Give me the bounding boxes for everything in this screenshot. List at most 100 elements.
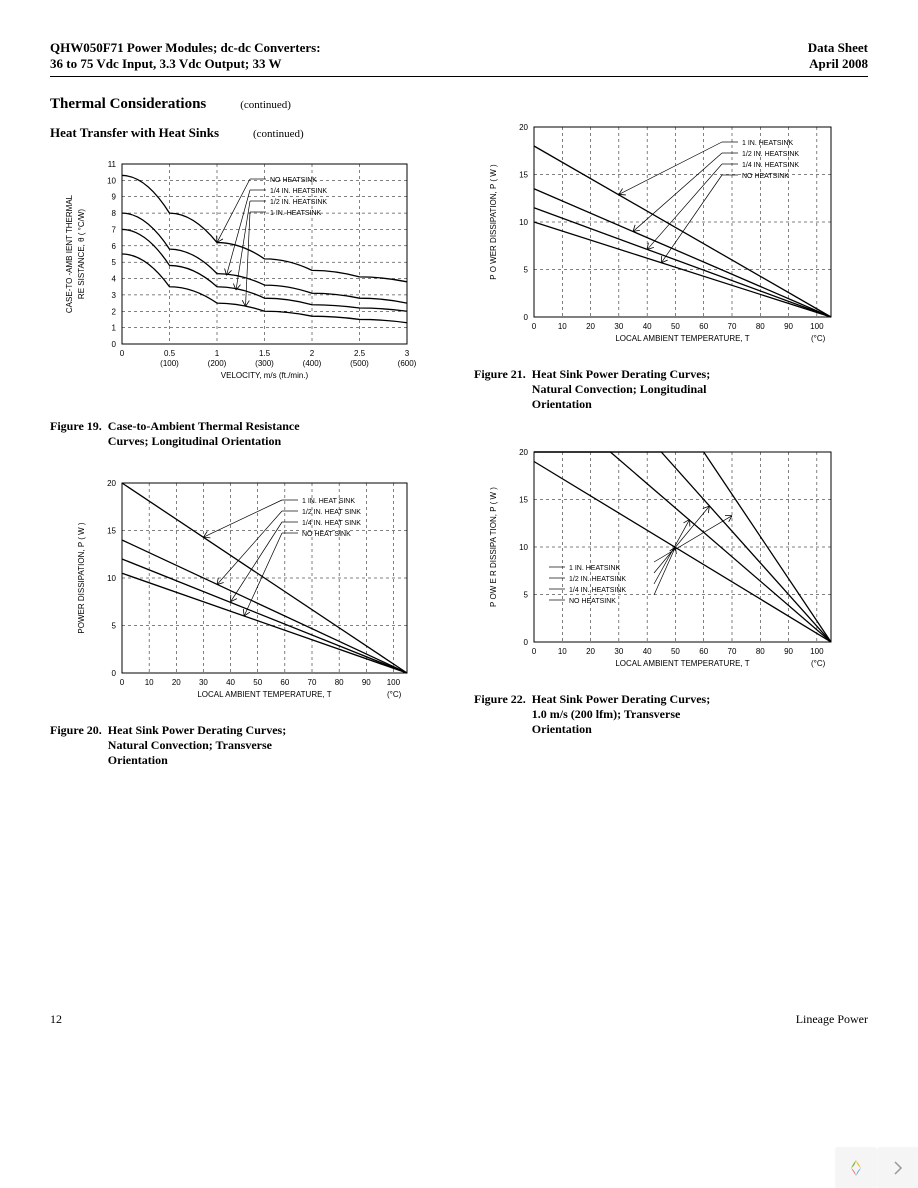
svg-text:70: 70	[728, 647, 737, 656]
svg-text:(°C): (°C)	[811, 659, 826, 668]
svg-text:9: 9	[112, 193, 117, 202]
svg-text:15: 15	[519, 171, 528, 180]
figure-22-caption: Figure 22. Heat Sink Power Derating Curv…	[474, 692, 868, 737]
svg-text:1/2 IN. HEAT SINK: 1/2 IN. HEAT SINK	[302, 509, 361, 516]
svg-text:2: 2	[112, 307, 117, 316]
svg-text:30: 30	[614, 647, 623, 656]
svg-text:NO HEATSINK: NO HEATSINK	[742, 173, 789, 180]
svg-text:10: 10	[519, 218, 528, 227]
svg-text:100: 100	[387, 678, 401, 687]
svg-text:50: 50	[671, 647, 680, 656]
svg-text:1 IN. HEATSINK: 1 IN. HEATSINK	[742, 140, 794, 147]
svg-text:40: 40	[226, 678, 235, 687]
subsection-continued: (continued)	[253, 128, 304, 140]
svg-text:100: 100	[810, 647, 824, 656]
svg-text:10: 10	[558, 647, 567, 656]
svg-text:100: 100	[810, 322, 824, 331]
svg-text:0: 0	[120, 678, 125, 687]
svg-text:8: 8	[112, 209, 117, 218]
figure-20-chart: 010203040506070809010005101520LOCAL AMBI…	[50, 473, 444, 713]
svg-text:5: 5	[524, 591, 529, 600]
svg-text:(200): (200)	[208, 359, 227, 368]
svg-text:5: 5	[524, 266, 529, 275]
page-header: QHW050F71 Power Modules; dc-dc Converter…	[50, 40, 868, 77]
svg-text:40: 40	[643, 322, 652, 331]
svg-text:2.5: 2.5	[354, 349, 366, 358]
svg-text:15: 15	[107, 527, 116, 536]
figure-21-caption: Figure 21. Heat Sink Power Derating Curv…	[474, 367, 868, 412]
svg-text:15: 15	[519, 496, 528, 505]
svg-text:1/2 IN. HEATSINK: 1/2 IN. HEATSINK	[270, 199, 327, 206]
svg-text:(°C): (°C)	[387, 690, 402, 699]
svg-text:20: 20	[172, 678, 181, 687]
svg-text:11: 11	[108, 160, 117, 169]
svg-text:80: 80	[756, 647, 765, 656]
figure-19-caption: Figure 19. Case-to-Ambient Thermal Resis…	[50, 419, 444, 449]
svg-text:1/2 IN. HEATSINK: 1/2 IN. HEATSINK	[742, 151, 799, 158]
svg-text:10: 10	[145, 678, 154, 687]
svg-text:NO HEATSINK: NO HEATSINK	[569, 598, 616, 605]
svg-text:1/2 IN. HEATSINK: 1/2 IN. HEATSINK	[569, 576, 626, 583]
svg-text:0: 0	[524, 638, 529, 647]
figure-20-caption: Figure 20. Heat Sink Power Derating Curv…	[50, 723, 444, 768]
svg-text:0.5: 0.5	[164, 349, 176, 358]
svg-text:1/4 IN. HEATSINK: 1/4 IN. HEATSINK	[270, 188, 327, 195]
svg-text:20: 20	[586, 647, 595, 656]
svg-text:0: 0	[532, 647, 537, 656]
svg-text:NO HEATSINK: NO HEATSINK	[270, 177, 317, 184]
svg-text:20: 20	[519, 123, 528, 132]
footer-company: Lineage Power	[796, 1012, 868, 1027]
svg-text:1/4 IN. HEATSINK: 1/4 IN. HEATSINK	[742, 162, 799, 169]
svg-text:(500): (500)	[350, 359, 369, 368]
svg-text:2: 2	[310, 349, 315, 358]
svg-text:(100): (100)	[160, 359, 179, 368]
svg-text:40: 40	[643, 647, 652, 656]
svg-text:1/4 IN. HEAT SINK: 1/4 IN. HEAT SINK	[302, 520, 361, 527]
page-footer: 12 Lineage Power	[50, 1012, 868, 1027]
svg-text:1 IN. HEATSINK: 1 IN. HEATSINK	[569, 565, 621, 572]
page-number: 12	[50, 1012, 62, 1027]
figure-19-chart: 00.5(100)1(200)1.5(300)2(400)2.5(500)3(6…	[50, 154, 444, 409]
svg-text:0: 0	[524, 313, 529, 322]
svg-text:3: 3	[112, 291, 117, 300]
svg-text:VELOCITY, m/s (ft./min.): VELOCITY, m/s (ft./min.)	[221, 371, 309, 380]
svg-text:80: 80	[335, 678, 344, 687]
svg-text:5: 5	[112, 258, 117, 267]
svg-text:4: 4	[112, 275, 117, 284]
svg-text:70: 70	[728, 322, 737, 331]
svg-text:7: 7	[112, 225, 117, 234]
svg-text:10: 10	[558, 322, 567, 331]
svg-text:POWER DISSIPATION, P: POWER DISSIPATION, P ( W )	[77, 522, 86, 633]
subsection-title: Heat Transfer with Heat Sinks	[50, 125, 219, 141]
svg-text:90: 90	[784, 647, 793, 656]
svg-text:LOCAL AMBIENT TEMPERATURE, T: LOCAL AMBIENT TEMPERATURE, T	[615, 334, 749, 343]
header-product-line2: 36 to 75 Vdc Input, 3.3 Vdc Output; 33 W	[50, 56, 321, 72]
svg-text:80: 80	[756, 322, 765, 331]
svg-text:CASE-TO -AMB IENT THERMAL: CASE-TO -AMB IENT THERMAL	[65, 194, 74, 313]
svg-text:1: 1	[215, 349, 220, 358]
viewer-logo-icon[interactable]	[836, 1148, 876, 1188]
svg-text:90: 90	[784, 322, 793, 331]
svg-text:50: 50	[253, 678, 262, 687]
figure-21-chart: 010203040506070809010005101520LOCAL AMBI…	[474, 117, 868, 357]
header-date: April 2008	[808, 56, 868, 72]
section-title: Thermal Considerations	[50, 96, 206, 113]
svg-text:(300): (300)	[255, 359, 274, 368]
header-product-line1: QHW050F71 Power Modules; dc-dc Converter…	[50, 40, 321, 56]
svg-text:(600): (600)	[398, 359, 417, 368]
svg-text:10: 10	[107, 574, 116, 583]
svg-text:6: 6	[112, 242, 117, 251]
svg-text:0: 0	[120, 349, 125, 358]
svg-text:60: 60	[280, 678, 289, 687]
svg-text:1.5: 1.5	[259, 349, 271, 358]
svg-text:P OW E R DISSIPA TION, P: P OW E R DISSIPA TION, P ( W )	[489, 487, 498, 607]
next-page-button[interactable]	[878, 1148, 918, 1188]
svg-text:30: 30	[199, 678, 208, 687]
svg-text:5: 5	[112, 622, 117, 631]
svg-text:1 IN. HEATSINK: 1 IN. HEATSINK	[270, 210, 322, 217]
svg-text:1 IN. HEAT SINK: 1 IN. HEAT SINK	[302, 498, 355, 505]
svg-text:60: 60	[699, 647, 708, 656]
svg-text:3: 3	[405, 349, 410, 358]
viewer-nav-widget	[836, 1148, 918, 1188]
header-doc-type: Data Sheet	[808, 40, 868, 56]
